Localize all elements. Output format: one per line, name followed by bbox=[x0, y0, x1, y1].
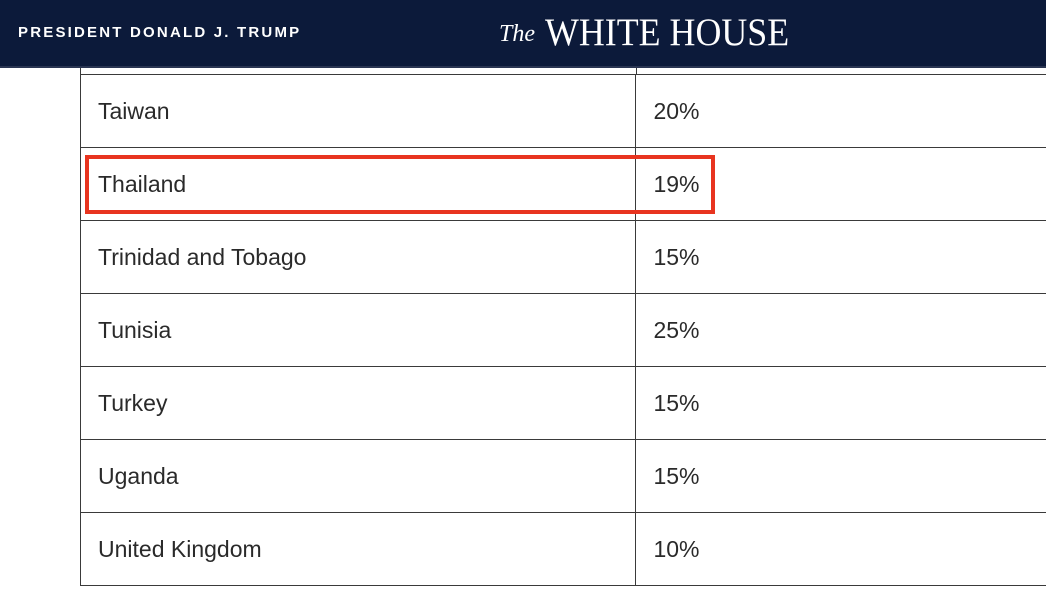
country-cell: Thailand bbox=[81, 148, 636, 221]
country-cell: Uganda bbox=[81, 440, 636, 513]
country-cell: Turkey bbox=[81, 367, 636, 440]
site-header: PRESIDENT DONALD J. TRUMP The WHITE HOUSE bbox=[0, 0, 1046, 68]
table-row: Taiwan 20% bbox=[81, 75, 1046, 148]
country-cell: Tunisia bbox=[81, 294, 636, 367]
white-house-logo[interactable]: The WHITE HOUSE bbox=[499, 10, 810, 55]
rate-cell: 10% bbox=[636, 513, 1046, 586]
table-row: Trinidad and Tobago 15% bbox=[81, 221, 1046, 294]
country-cell: United Kingdom bbox=[81, 513, 636, 586]
country-cell: Trinidad and Tobago bbox=[81, 221, 636, 294]
tariff-table: Taiwan 20% Thailand 19% Trinidad and Tob… bbox=[80, 74, 1046, 586]
country-cell: Taiwan bbox=[81, 75, 636, 148]
rate-cell: 20% bbox=[636, 75, 1046, 148]
rate-cell: 25% bbox=[636, 294, 1046, 367]
logo-main-text: WHITE HOUSE bbox=[545, 10, 789, 55]
president-home-link[interactable]: PRESIDENT DONALD J. TRUMP bbox=[18, 24, 301, 41]
table-row: Tunisia 25% bbox=[81, 294, 1046, 367]
table-row: Thailand 19% bbox=[81, 148, 1046, 221]
table-row: United Kingdom 10% bbox=[81, 513, 1046, 586]
rate-cell: 15% bbox=[636, 367, 1046, 440]
tariff-table-container: Taiwan 20% Thailand 19% Trinidad and Tob… bbox=[80, 68, 1046, 608]
rate-cell: 15% bbox=[636, 221, 1046, 294]
table-row: Uganda 15% bbox=[81, 440, 1046, 513]
rate-cell: 15% bbox=[636, 440, 1046, 513]
table-row: Turkey 15% bbox=[81, 367, 1046, 440]
rate-cell: 19% bbox=[636, 148, 1046, 221]
logo-the-text: The bbox=[499, 21, 535, 47]
